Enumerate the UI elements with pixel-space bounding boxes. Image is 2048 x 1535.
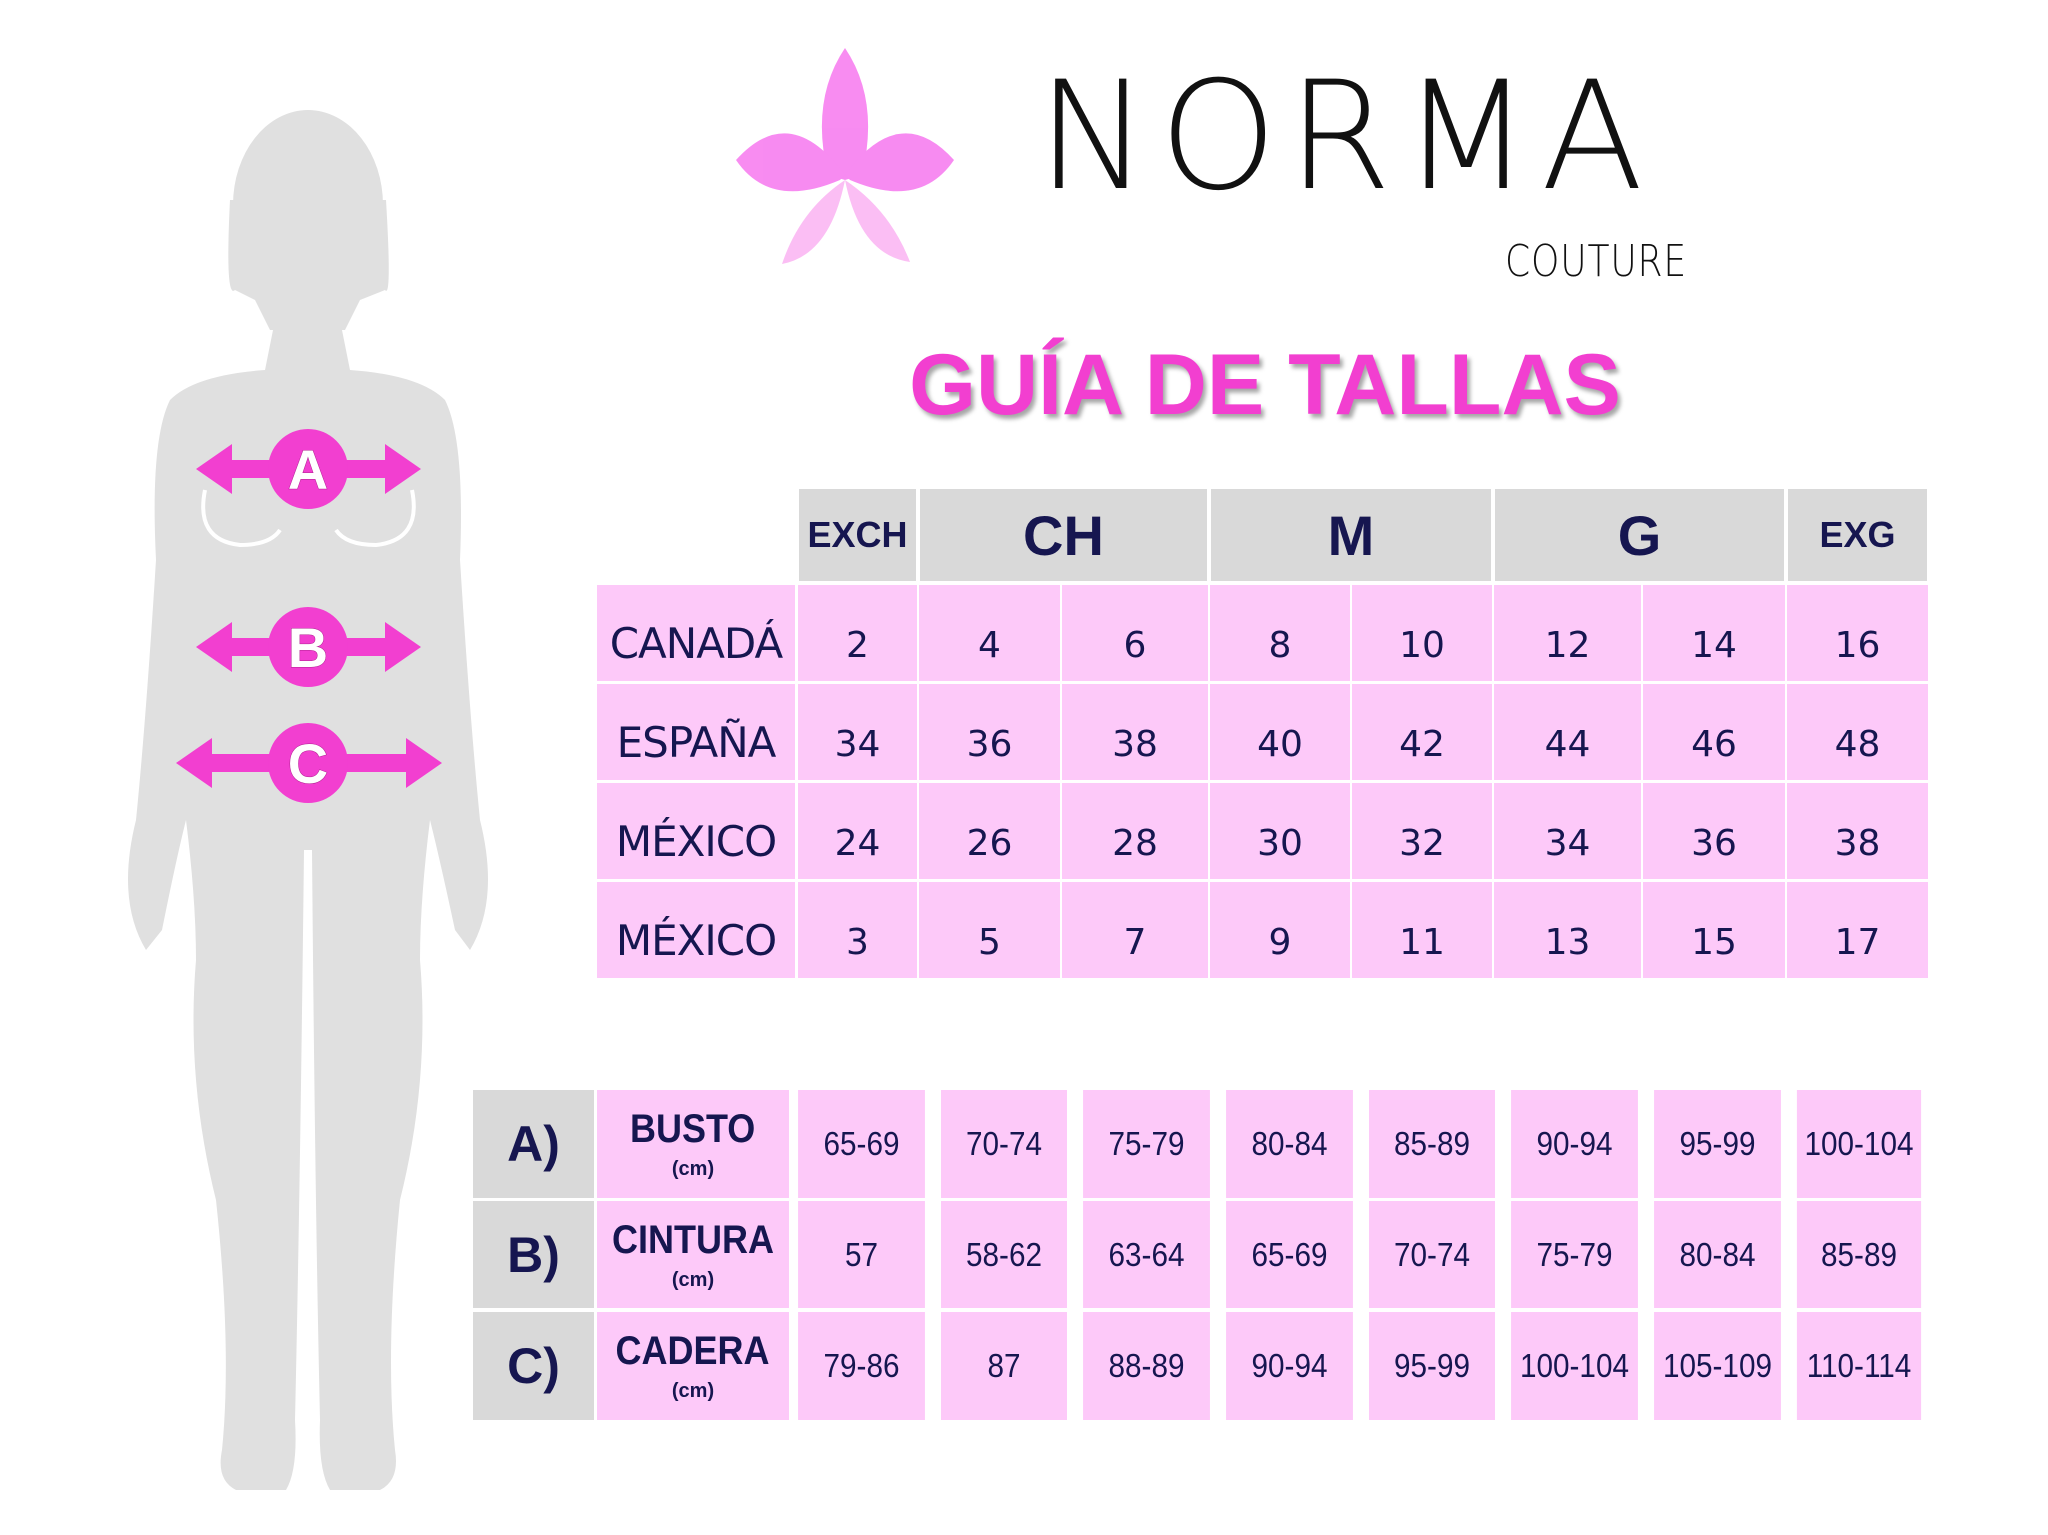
measure-cell: 63-64 bbox=[1083, 1201, 1210, 1308]
measure-name: CINTURA bbox=[611, 1217, 774, 1262]
size-cell: 17 bbox=[1787, 882, 1928, 978]
size-cell: 11 bbox=[1352, 882, 1492, 978]
size-cell: 10 bbox=[1352, 585, 1492, 681]
measure-cell: 95-99 bbox=[1369, 1312, 1495, 1420]
size-row-label: ESPAÑA bbox=[597, 684, 795, 780]
size-cell: 24 bbox=[798, 783, 917, 879]
brand-logo-name: NORMA bbox=[1037, 50, 1654, 224]
size-header-exg: EXG bbox=[1788, 489, 1927, 581]
size-cell: 42 bbox=[1352, 684, 1492, 780]
measure-unit: (cm) bbox=[671, 1158, 715, 1180]
brand-logo-subtitle: COUTURE bbox=[1505, 236, 1688, 287]
size-cell: 38 bbox=[1062, 684, 1208, 780]
measure-cell: 85-89 bbox=[1369, 1090, 1495, 1198]
measure-cell: 85-89 bbox=[1796, 1201, 1922, 1308]
size-cell: 15 bbox=[1643, 882, 1785, 978]
marker-c: C bbox=[288, 732, 328, 795]
size-cell: 4 bbox=[919, 585, 1060, 681]
size-header-m: M bbox=[1211, 489, 1491, 581]
measure-cell: 80-84 bbox=[1226, 1090, 1353, 1198]
size-cell: 26 bbox=[919, 783, 1060, 879]
size-cell: 13 bbox=[1494, 882, 1641, 978]
page-title: GUÍA DE TALLAS bbox=[909, 337, 1621, 433]
measure-cell: 79-86 bbox=[798, 1312, 925, 1420]
marker-b: B bbox=[288, 616, 328, 679]
measure-unit: (cm) bbox=[671, 1268, 715, 1291]
measure-label: CINTURA (cm) bbox=[597, 1201, 789, 1308]
measure-label: CADERA (cm) bbox=[597, 1312, 789, 1420]
size-cell: 34 bbox=[798, 684, 917, 780]
size-cell: 9 bbox=[1210, 882, 1350, 978]
measure-cell: 110-114 bbox=[1796, 1312, 1922, 1420]
measure-cell: 70-74 bbox=[941, 1090, 1067, 1198]
measure-letter: C) bbox=[473, 1312, 594, 1420]
size-row-label: CANADÁ bbox=[597, 585, 795, 681]
measure-cell: 88-89 bbox=[1083, 1312, 1210, 1420]
size-cell: 8 bbox=[1210, 585, 1350, 681]
measure-arrows bbox=[176, 429, 442, 803]
measure-cell: 100-104 bbox=[1511, 1312, 1638, 1420]
measure-unit: (cm) bbox=[671, 1380, 715, 1402]
size-cell: 34 bbox=[1494, 783, 1641, 879]
measure-cell: 105-109 bbox=[1654, 1312, 1781, 1420]
measure-cell: 90-94 bbox=[1511, 1090, 1638, 1198]
measure-cell: 87 bbox=[941, 1312, 1067, 1420]
size-row-label: MÉXICO bbox=[597, 882, 795, 978]
measure-cell: 75-79 bbox=[1083, 1090, 1210, 1198]
measure-name: BUSTO bbox=[630, 1107, 756, 1151]
size-cell: 28 bbox=[1062, 783, 1208, 879]
measure-name: CADERA bbox=[615, 1329, 771, 1373]
measure-cell: 95-99 bbox=[1654, 1090, 1781, 1198]
brand-flower-logo bbox=[736, 48, 954, 264]
measure-letter: B) bbox=[473, 1201, 594, 1308]
size-cell: 2 bbox=[798, 585, 917, 681]
size-cell: 36 bbox=[1643, 783, 1785, 879]
size-cell: 14 bbox=[1643, 585, 1785, 681]
measure-cell: 65-69 bbox=[1226, 1201, 1353, 1308]
size-cell: 16 bbox=[1787, 585, 1928, 681]
size-header-exch: EXCH bbox=[799, 489, 916, 581]
size-cell: 6 bbox=[1062, 585, 1208, 681]
size-cell: 30 bbox=[1210, 783, 1350, 879]
size-cell: 38 bbox=[1787, 783, 1928, 879]
measure-cell: 100-104 bbox=[1796, 1090, 1922, 1198]
measure-cell: 80-84 bbox=[1654, 1201, 1781, 1308]
size-cell: 32 bbox=[1352, 783, 1492, 879]
measure-cell: 70-74 bbox=[1369, 1201, 1495, 1308]
size-cell: 44 bbox=[1494, 684, 1641, 780]
measure-letter: A) bbox=[473, 1090, 594, 1198]
size-cell: 46 bbox=[1643, 684, 1785, 780]
size-header-g: G bbox=[1495, 489, 1784, 581]
size-row-label: MÉXICO bbox=[597, 783, 795, 879]
size-cell: 5 bbox=[919, 882, 1060, 978]
measure-cell: 90-94 bbox=[1226, 1312, 1353, 1420]
size-cell: 36 bbox=[919, 684, 1060, 780]
size-cell: 7 bbox=[1062, 882, 1208, 978]
size-cell: 48 bbox=[1787, 684, 1928, 780]
measure-cell: 57 bbox=[798, 1201, 925, 1308]
measure-cell: 75-79 bbox=[1511, 1201, 1638, 1308]
size-cell: 12 bbox=[1494, 585, 1641, 681]
size-header-ch: CH bbox=[920, 489, 1207, 581]
measure-label: BUSTO (cm) bbox=[597, 1090, 789, 1198]
measure-cell: 65-69 bbox=[798, 1090, 925, 1198]
size-cell: 3 bbox=[798, 882, 917, 978]
measure-cell: 58-62 bbox=[941, 1201, 1067, 1308]
marker-a: A bbox=[288, 438, 328, 501]
size-cell: 40 bbox=[1210, 684, 1350, 780]
